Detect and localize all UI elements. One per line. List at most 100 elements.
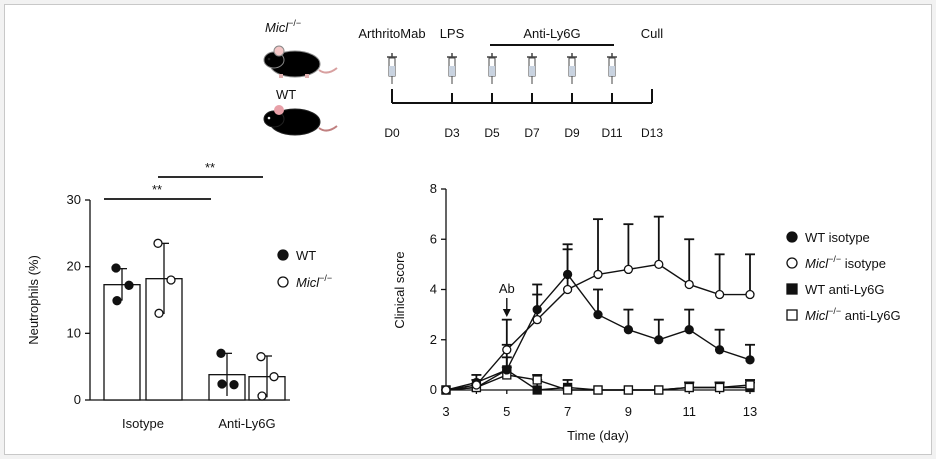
syringe-fluid <box>529 66 535 76</box>
ko-mouse-label: Micl−/− <box>265 18 301 35</box>
syringe-fluid <box>489 66 495 76</box>
syringe-icon <box>487 53 497 84</box>
line-x-tick-label: 13 <box>743 404 757 419</box>
series-point <box>714 345 725 355</box>
series-point <box>745 289 755 300</box>
wt-mouse-label: WT <box>276 87 296 102</box>
bar-category-label: Isotype <box>122 416 164 431</box>
bar-data-point <box>216 348 226 358</box>
series-point <box>684 325 694 335</box>
line-legend-label: Micl−/− isotype <box>805 254 886 271</box>
bar-data-point <box>154 308 164 318</box>
line-x-tick-label: 3 <box>442 404 449 419</box>
syringe-icon <box>607 53 617 84</box>
series-point <box>654 385 664 395</box>
timeline-event-label: LPS <box>440 26 465 41</box>
significance-label: ** <box>205 160 215 175</box>
bar-y-tick-label: 0 <box>74 392 81 407</box>
syringe-fluid <box>609 66 615 76</box>
bar-data-point <box>269 372 279 382</box>
white-mouse-icon <box>263 45 338 78</box>
line-legend-label: Micl−/− anti-Ly6G <box>805 306 901 323</box>
syringe-icon <box>527 53 537 84</box>
series-point <box>471 380 482 390</box>
bar-data-point <box>256 352 266 362</box>
line-x-tick-label: 9 <box>625 404 632 419</box>
timeline-day-label: D0 <box>384 126 400 140</box>
series-point <box>532 304 542 315</box>
series-point <box>593 309 603 320</box>
series-point <box>593 269 603 280</box>
bar-data-point <box>153 238 163 248</box>
bar-y-tick-label: 20 <box>67 259 81 274</box>
line-y-tick-label: 4 <box>430 282 437 297</box>
series-point <box>654 335 664 345</box>
series-point <box>532 314 542 325</box>
timeline-event-label: ArthritoMab <box>358 26 425 41</box>
series-point <box>684 382 694 393</box>
line-legend-label: WT isotype <box>805 230 870 245</box>
bar-legend-label: Micl−/− <box>296 273 332 290</box>
bar-legend-marker <box>277 249 289 261</box>
syringe-icon <box>567 53 577 84</box>
series-line <box>445 263 750 391</box>
line-legend-label: WT anti-Ly6G <box>805 282 884 297</box>
line-legend-marker <box>786 283 798 295</box>
neutrophil-bar-chart: Neutrophils (%) 0 10 20 30 Isotype Anti-Ly6G *… <box>26 160 332 431</box>
line-x-tick-label: 7 <box>564 404 571 419</box>
bar-legend-label: WT <box>296 248 316 263</box>
syringe-fluid <box>389 66 395 76</box>
clinical-score-line-chart: Clinical score Time (day) 0 2 4 6 8 3 5 7 9 11 13 A… <box>392 181 901 443</box>
bar-data-point <box>217 379 227 389</box>
timeline-event-label: Cull <box>641 26 664 41</box>
line-legend-marker <box>786 309 798 321</box>
line-legend-marker <box>786 257 798 269</box>
series-point <box>502 345 512 355</box>
series-point <box>623 264 634 275</box>
bar <box>103 284 141 401</box>
series-point <box>441 385 451 395</box>
series-point <box>532 375 542 385</box>
syringe-fluid <box>569 66 575 76</box>
series-point <box>684 279 694 290</box>
treatment-label: Anti-Ly6G <box>523 26 580 41</box>
bar-data-point <box>124 280 134 290</box>
series-point <box>562 385 573 395</box>
annotation-label: Ab <box>499 281 515 296</box>
line-y-tick-label: 8 <box>430 181 437 196</box>
line-legend-marker <box>786 231 798 243</box>
syringe-icon <box>387 53 397 84</box>
black-mouse-icon <box>263 105 338 136</box>
line-y-tick-label: 6 <box>430 231 437 246</box>
series-point <box>745 355 755 365</box>
line-x-axis-label: Time (day) <box>567 428 629 443</box>
series-point <box>562 284 573 295</box>
series-point <box>654 259 664 270</box>
series-point <box>532 385 542 395</box>
timeline-day-label: D7 <box>524 126 540 140</box>
bar-category-label: Anti-Ly6G <box>218 416 275 431</box>
bar-data-point <box>166 275 176 285</box>
line-x-tick-label: 5 <box>503 404 510 419</box>
significance-label: ** <box>152 182 162 197</box>
bar-data-point <box>112 296 122 306</box>
timeline-day-label: D13 <box>641 126 663 140</box>
series-point <box>562 269 573 280</box>
bar-y-tick-label: 10 <box>67 325 81 340</box>
series-point <box>593 385 603 395</box>
bar-y-tick-label: 30 <box>67 192 81 207</box>
syringe-fluid <box>449 66 455 76</box>
series-point <box>502 365 512 375</box>
annotation-arrow-head <box>502 309 511 317</box>
series-point <box>623 385 634 395</box>
timeline-day-label: D9 <box>564 126 580 140</box>
timeline-day-label: D3 <box>444 126 460 140</box>
line-y-tick-label: 0 <box>430 382 437 397</box>
line-x-tick-label: 11 <box>682 404 696 419</box>
timeline-day-label: D11 <box>601 126 622 140</box>
timeline-day-label: D5 <box>484 126 500 140</box>
syringe-icon <box>447 53 457 84</box>
timeline-panel: Micl−/− WT D0 D3 D5 D7 D9 D11 D13 ArthritoMab LP… <box>263 18 664 140</box>
line-y-axis-label: Clinical score <box>392 251 407 328</box>
